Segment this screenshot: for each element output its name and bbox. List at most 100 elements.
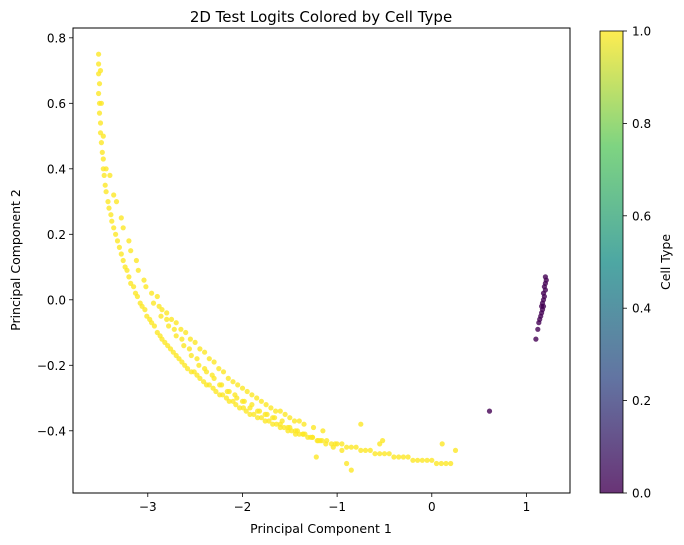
scatter-point (96, 51, 102, 57)
scatter-point (105, 199, 111, 205)
scatter-point (103, 166, 109, 172)
scatter-point (206, 382, 212, 388)
scatter-point (254, 395, 260, 401)
scatter-point (220, 392, 226, 398)
scatter-point (273, 408, 279, 414)
scatter-point (372, 451, 378, 457)
scatter-point (300, 431, 306, 437)
scatter-point (377, 451, 383, 457)
scatter-point (243, 408, 249, 414)
scatter-point (120, 225, 126, 231)
scatter-point (310, 424, 317, 431)
scatter-point (313, 454, 319, 460)
scatter-point (101, 172, 107, 178)
scatter-point (111, 192, 117, 198)
scatter-point (98, 100, 104, 106)
y-tick-label: 0.8 (47, 31, 66, 45)
x-axis-label: Principal Component 1 (250, 521, 392, 536)
scatter-point (202, 349, 208, 355)
scatter-point (266, 418, 272, 424)
scatter-point (194, 356, 200, 362)
scatter-point (348, 467, 354, 473)
scatter-point (159, 307, 165, 313)
scatter-point (339, 441, 345, 447)
scatter-point (249, 392, 255, 398)
scatter-point (184, 366, 191, 372)
scatter-point (124, 267, 130, 273)
scatter-point (102, 182, 108, 188)
y-tick-label: 0.2 (47, 228, 66, 242)
scatter-point (270, 415, 276, 421)
scatter-points (96, 51, 549, 473)
scatter-point (202, 366, 208, 372)
scatter-point (258, 415, 264, 421)
scatter-point (433, 460, 440, 467)
scatter-point (429, 457, 435, 463)
scatter-point (217, 382, 223, 388)
scatter-point (133, 257, 139, 264)
scatter-point (131, 284, 137, 290)
scatter-point (270, 421, 276, 427)
scatter-point (168, 316, 175, 322)
scatter-point (348, 444, 354, 450)
scatter-point (141, 277, 147, 283)
scatter-point (135, 267, 141, 273)
colorbar: 0.0 0.2 0.4 0.6 0.8 1.0 Cell Type (599, 25, 673, 501)
scatter-point (367, 447, 373, 453)
scatter-point (277, 408, 283, 414)
scatter-point (381, 451, 388, 457)
scatter-point (255, 415, 261, 421)
x-axis: −3 −2 −1 0 1 (139, 493, 530, 514)
scatter-point (103, 189, 109, 195)
scatter-point (151, 323, 157, 329)
scatter-point (244, 388, 250, 395)
scatter-point (386, 451, 392, 457)
scatter-point (220, 369, 227, 375)
scatter-point (323, 441, 329, 447)
scatter-point (443, 460, 449, 467)
scatter-point (97, 120, 104, 126)
scatter-point (358, 447, 364, 453)
scatter-point (320, 428, 326, 434)
scatter-point (216, 366, 222, 372)
scatter-point (171, 326, 177, 332)
scatter-point (344, 444, 350, 450)
scatter-point (120, 257, 126, 264)
scatter-point (258, 398, 264, 404)
scatter-point (353, 444, 359, 450)
scatter-point (213, 388, 219, 395)
scatter-point (186, 346, 192, 352)
scatter-point (268, 405, 274, 411)
scatter-point (150, 300, 157, 306)
scatter-point (111, 225, 117, 231)
y-tick-label: −0.4 (37, 424, 66, 438)
scatter-point (292, 428, 299, 434)
scatter-point (188, 352, 194, 359)
scatter-point (206, 356, 212, 362)
scatter-point (233, 402, 239, 408)
scatter-point (96, 61, 102, 67)
scatter-point (225, 375, 231, 381)
plot-area (72, 27, 571, 494)
scatter-point (239, 398, 246, 404)
colorbar-tick-label: 0.8 (632, 117, 651, 131)
scatter-point (339, 447, 345, 453)
scatter-point (181, 343, 187, 349)
scatter-point (134, 293, 140, 300)
scatter-point (113, 231, 119, 237)
x-tick-label: 0 (428, 500, 436, 514)
scatter-point (192, 339, 198, 345)
scatter-point (113, 199, 120, 205)
x-tick-label: −1 (328, 500, 346, 514)
scatter-point (187, 336, 193, 342)
colorbar-tick-label: 0.0 (632, 487, 651, 501)
scatter-point (126, 238, 132, 244)
scatter-point (149, 290, 155, 296)
scatter-point (164, 316, 170, 322)
scatter-point (179, 336, 185, 342)
scatter-point (183, 329, 189, 336)
scatter-point (262, 411, 268, 417)
scatter-point (166, 323, 172, 329)
plot-frame (72, 27, 571, 494)
scatter-point (332, 441, 338, 447)
